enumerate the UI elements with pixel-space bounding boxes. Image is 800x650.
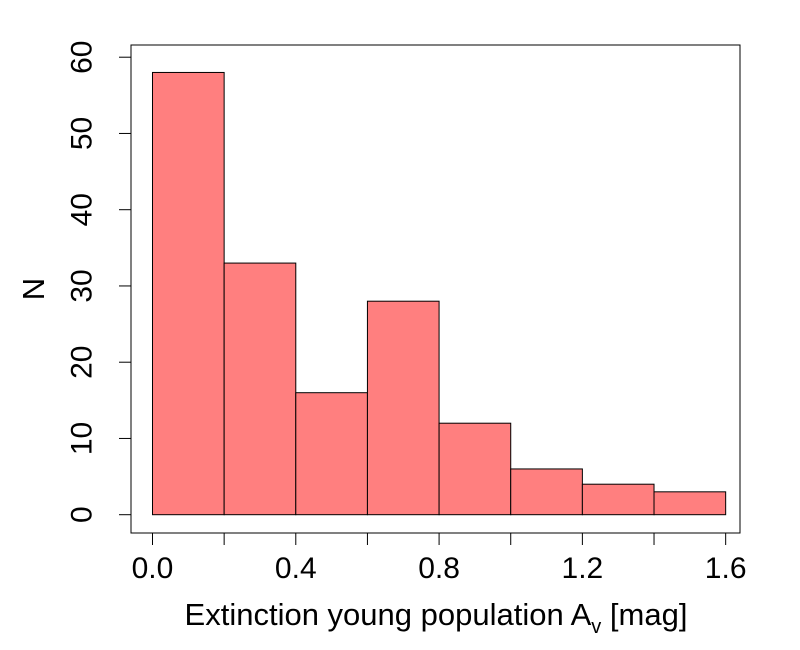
histogram-bar — [438, 422, 512, 516]
y-tick-label: 30 — [66, 269, 99, 302]
x-tick-label: 1.2 — [562, 552, 604, 585]
x-axis-title-main: Extinction young population A — [185, 597, 592, 632]
y-tick-label: 60 — [66, 41, 99, 74]
x-axis: 0.0 0.4 0.8 1.2 1.6 — [132, 532, 747, 585]
y-tick-label: 0 — [66, 506, 99, 523]
y-tick-label: 10 — [66, 422, 99, 455]
histogram-bar — [151, 71, 225, 516]
x-tick-label: 0.4 — [275, 552, 317, 585]
x-axis-title: Extinction young population Av [mag] — [185, 597, 688, 638]
x-tick-label: 0.0 — [132, 552, 174, 585]
histogram-bar — [581, 483, 655, 516]
histogram-bar — [295, 392, 368, 516]
y-axis-title: N — [16, 278, 51, 300]
histogram-bar — [653, 491, 727, 516]
bars-group — [151, 71, 727, 516]
y-axis: 0 10 20 30 40 50 60 — [66, 41, 132, 523]
x-tick-label: 1.6 — [705, 552, 747, 585]
x-axis-title-unit: [mag] — [601, 597, 687, 632]
histogram-bar — [223, 262, 297, 516]
y-tick-label: 50 — [66, 117, 99, 150]
histogram-bar — [366, 300, 440, 516]
histogram-bar — [510, 468, 583, 516]
x-tick-label: 0.8 — [418, 552, 460, 585]
y-tick-label: 20 — [66, 346, 99, 379]
y-tick-label: 40 — [66, 193, 99, 226]
x-axis-title-subscript: v — [591, 616, 601, 638]
